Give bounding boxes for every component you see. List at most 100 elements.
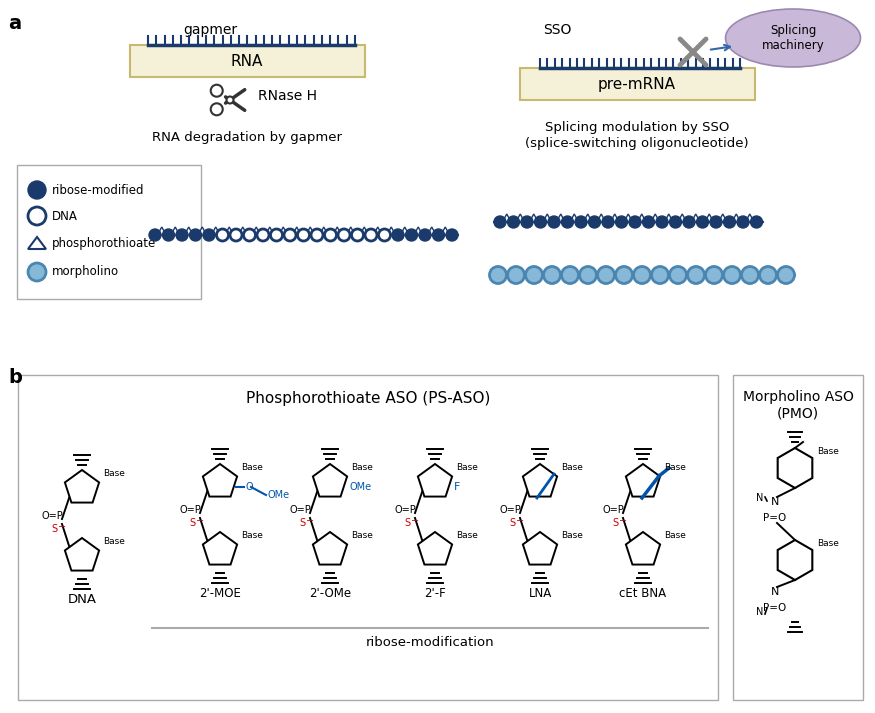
Circle shape: [365, 229, 377, 241]
Polygon shape: [418, 464, 452, 496]
Circle shape: [634, 267, 650, 284]
Circle shape: [405, 229, 417, 241]
Polygon shape: [414, 227, 423, 235]
Text: RNA degradation by gapmer: RNA degradation by gapmer: [152, 131, 342, 145]
Polygon shape: [252, 227, 261, 235]
Circle shape: [521, 216, 533, 228]
Text: O=P: O=P: [499, 505, 521, 515]
Text: a: a: [8, 14, 21, 33]
Circle shape: [216, 229, 228, 241]
Polygon shape: [746, 214, 754, 222]
Circle shape: [149, 229, 161, 241]
Text: Base: Base: [456, 531, 478, 540]
Polygon shape: [185, 227, 193, 235]
Text: Base: Base: [456, 463, 478, 473]
Circle shape: [230, 229, 242, 241]
Circle shape: [705, 267, 723, 284]
Text: Splicing modulation by SSO: Splicing modulation by SSO: [545, 121, 729, 135]
Circle shape: [176, 229, 188, 241]
Circle shape: [589, 216, 600, 228]
Circle shape: [562, 267, 578, 284]
Circle shape: [28, 181, 46, 199]
Circle shape: [203, 229, 215, 241]
Polygon shape: [203, 464, 237, 496]
Circle shape: [696, 216, 709, 228]
FancyBboxPatch shape: [18, 375, 718, 700]
Polygon shape: [529, 214, 538, 222]
Circle shape: [575, 216, 587, 228]
Circle shape: [325, 229, 337, 241]
Circle shape: [688, 267, 704, 284]
Text: Base: Base: [561, 531, 583, 540]
Text: Base: Base: [241, 531, 262, 540]
Polygon shape: [778, 540, 812, 580]
Text: 2'-F: 2'-F: [424, 587, 446, 600]
Polygon shape: [611, 214, 620, 222]
Text: Splicing
machinery: Splicing machinery: [761, 24, 824, 52]
Polygon shape: [678, 214, 687, 222]
Polygon shape: [626, 532, 660, 565]
Text: O=P: O=P: [41, 511, 63, 521]
Circle shape: [311, 229, 323, 241]
Circle shape: [379, 229, 390, 241]
Polygon shape: [418, 532, 452, 565]
Text: ribose-modification: ribose-modification: [366, 635, 494, 649]
Polygon shape: [705, 214, 714, 222]
Circle shape: [629, 216, 641, 228]
Text: S: S: [299, 518, 305, 528]
Text: S: S: [51, 524, 57, 534]
Polygon shape: [732, 214, 740, 222]
Text: −: −: [411, 516, 419, 526]
Text: pre-mRNA: pre-mRNA: [598, 76, 676, 91]
Text: N: N: [771, 497, 780, 507]
Circle shape: [751, 216, 762, 228]
Circle shape: [724, 267, 740, 284]
Circle shape: [602, 216, 614, 228]
Text: SSO: SSO: [543, 23, 571, 37]
Polygon shape: [523, 532, 557, 565]
Text: −: −: [196, 516, 204, 526]
Circle shape: [669, 267, 687, 284]
Text: Base: Base: [241, 463, 262, 473]
Polygon shape: [319, 227, 328, 235]
Text: −: −: [306, 516, 314, 526]
Polygon shape: [225, 227, 234, 235]
Polygon shape: [279, 227, 288, 235]
Circle shape: [494, 216, 506, 228]
Text: cEt BNA: cEt BNA: [620, 587, 667, 600]
Polygon shape: [306, 227, 315, 235]
Text: RNase H: RNase H: [258, 89, 317, 103]
Text: −: −: [619, 516, 627, 526]
Text: −: −: [58, 522, 66, 532]
Text: 2'-MOE: 2'-MOE: [200, 587, 241, 600]
Circle shape: [392, 229, 404, 241]
Polygon shape: [624, 214, 633, 222]
Polygon shape: [65, 538, 99, 570]
Polygon shape: [65, 470, 99, 503]
Circle shape: [642, 216, 654, 228]
Polygon shape: [556, 214, 565, 222]
Text: O=P: O=P: [602, 505, 624, 515]
Text: S: S: [404, 518, 410, 528]
Text: Base: Base: [103, 469, 125, 478]
Circle shape: [338, 229, 350, 241]
Polygon shape: [523, 464, 557, 496]
Circle shape: [615, 216, 627, 228]
Polygon shape: [171, 227, 179, 235]
Text: phosphorothioate: phosphorothioate: [52, 237, 157, 250]
Text: O=P: O=P: [289, 505, 311, 515]
Polygon shape: [387, 227, 396, 235]
Circle shape: [710, 216, 722, 228]
Text: Base: Base: [817, 540, 839, 548]
Polygon shape: [626, 464, 660, 496]
Text: (splice-switching oligonucleotide): (splice-switching oligonucleotide): [525, 136, 749, 150]
Circle shape: [507, 267, 524, 284]
Circle shape: [28, 263, 46, 281]
Circle shape: [507, 216, 520, 228]
Polygon shape: [718, 214, 727, 222]
Polygon shape: [212, 227, 220, 235]
Circle shape: [190, 229, 201, 241]
Circle shape: [352, 229, 363, 241]
Polygon shape: [584, 214, 592, 222]
Circle shape: [270, 229, 283, 241]
